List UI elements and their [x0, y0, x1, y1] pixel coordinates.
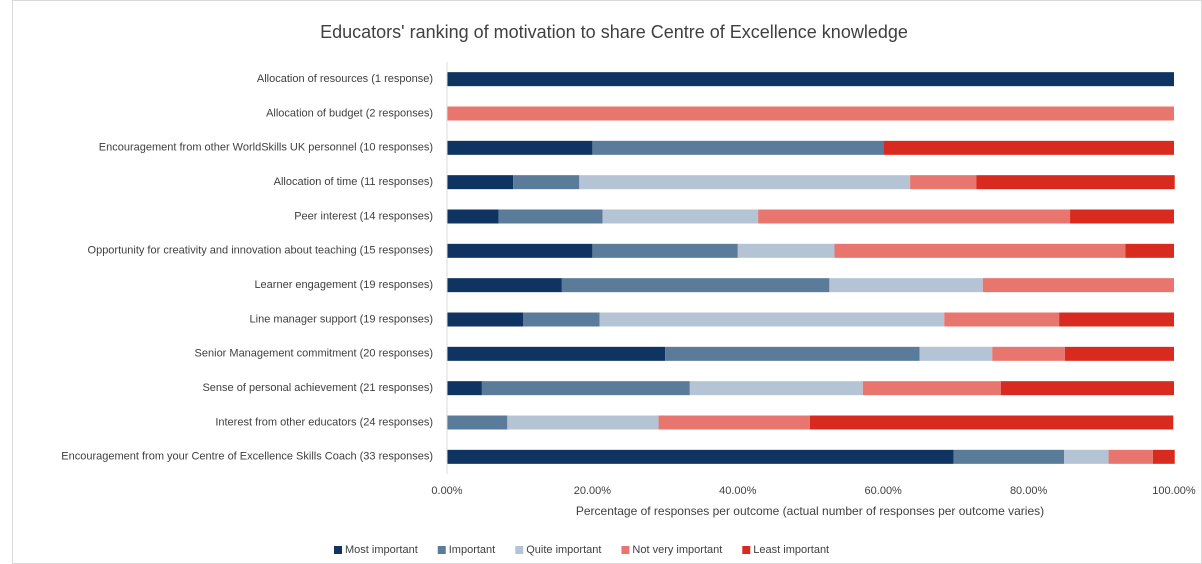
chart-title: Educators' ranking of motivation to shar…	[320, 22, 908, 42]
bar-segment	[1152, 449, 1175, 464]
bar-segment	[447, 243, 593, 258]
y-tick-label: Allocation of budget (2 responses)	[266, 107, 433, 119]
bar-segment	[602, 209, 759, 224]
legend-swatch	[742, 546, 751, 554]
y-tick-label: Sense of personal achievement (21 respon…	[202, 382, 433, 394]
y-tick-label: Peer interest (14 responses)	[294, 210, 433, 222]
y-tick-label: Encouragement from your Centre of Excell…	[61, 451, 433, 463]
bar-segment	[447, 209, 499, 224]
bar-segment	[665, 346, 920, 361]
bar-segment	[1059, 312, 1174, 327]
legend-label: Most important	[345, 544, 418, 556]
bar-segment	[1000, 381, 1174, 396]
x-tick-label: 100.00%	[1152, 485, 1196, 497]
legend-label: Least important	[753, 544, 829, 556]
x-axis-label: Percentage of responses per outcome (act…	[576, 504, 1044, 518]
bar-segment	[737, 243, 835, 258]
y-tick-label: Interest from other educators (24 respon…	[215, 416, 433, 428]
bar-segment	[883, 140, 1174, 155]
bar-segment	[447, 381, 482, 396]
bar-segment	[976, 175, 1175, 190]
bar-segment	[658, 415, 810, 430]
bar-segment	[447, 346, 666, 361]
x-tick-label: 80.00%	[1010, 485, 1048, 497]
bar-segment	[944, 312, 1060, 327]
bar-segment	[498, 209, 603, 224]
y-tick-label: Line manager support (19 responses)	[250, 313, 433, 325]
bar-segment	[447, 106, 1174, 121]
bar-segment	[592, 243, 738, 258]
bar-segment	[523, 312, 600, 327]
legend-swatch	[621, 546, 630, 554]
bar-segment	[447, 278, 562, 293]
bar-segment	[599, 312, 945, 327]
bar-segment	[758, 209, 1071, 224]
legend-label: Quite important	[526, 544, 601, 556]
bar-segment	[592, 140, 884, 155]
bar-segment	[809, 415, 1174, 430]
y-tick-label: Opportunity for creativity and innovatio…	[88, 245, 433, 257]
bar-segment	[1064, 449, 1109, 464]
bar-segment	[447, 449, 954, 464]
bar-segment	[992, 346, 1065, 361]
bar-segment	[689, 381, 863, 396]
bar-segment	[829, 278, 983, 293]
bar-segment	[507, 415, 659, 430]
y-tick-label: Allocation of resources (1 response)	[257, 73, 433, 85]
bar-segment	[447, 140, 593, 155]
bar-segment	[982, 278, 1174, 293]
bar-segment	[561, 278, 830, 293]
x-tick-label: 0.00%	[431, 485, 462, 497]
x-tick-label: 20.00%	[574, 485, 612, 497]
bar-segment	[1108, 449, 1153, 464]
legend-swatch	[334, 546, 342, 554]
legend-label: Not very important	[632, 544, 722, 556]
y-tick-label: Senior Management commitment (20 respons…	[195, 348, 433, 360]
bar-segment	[447, 415, 508, 430]
bar-segment	[862, 381, 1001, 396]
bar-segment	[910, 175, 977, 190]
legend-swatch	[515, 546, 524, 554]
y-tick-label: Learner engagement (19 responses)	[254, 279, 433, 291]
bar-segment	[834, 243, 1126, 258]
bar-segment	[579, 175, 911, 190]
bar-segment	[447, 312, 524, 327]
bar-segment	[447, 175, 514, 190]
bar-segment	[1070, 209, 1174, 224]
y-tick-label: Allocation of time (11 responses)	[274, 176, 433, 188]
bar-segment	[481, 381, 690, 396]
x-tick-label: 60.00%	[865, 485, 903, 497]
y-tick-label: Encouragement from other WorldSkills UK …	[99, 142, 433, 154]
bar-segment	[953, 449, 1065, 464]
bar-segment	[513, 175, 580, 190]
bar-segment	[1125, 243, 1174, 258]
x-tick-label: 40.00%	[719, 485, 757, 497]
bar-segment	[919, 346, 993, 361]
bar-segment	[1064, 346, 1174, 361]
legend-swatch	[437, 546, 446, 554]
bar-segment	[447, 72, 1174, 87]
legend-label: Important	[449, 544, 495, 556]
